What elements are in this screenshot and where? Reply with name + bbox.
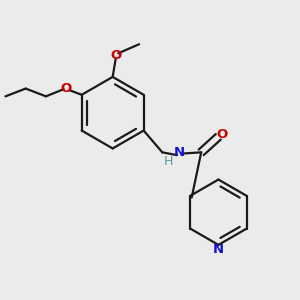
- Text: H: H: [164, 154, 173, 167]
- Text: N: N: [213, 243, 224, 256]
- Text: O: O: [216, 128, 228, 141]
- Text: O: O: [61, 82, 72, 95]
- Text: N: N: [174, 146, 185, 160]
- Text: O: O: [110, 49, 122, 62]
